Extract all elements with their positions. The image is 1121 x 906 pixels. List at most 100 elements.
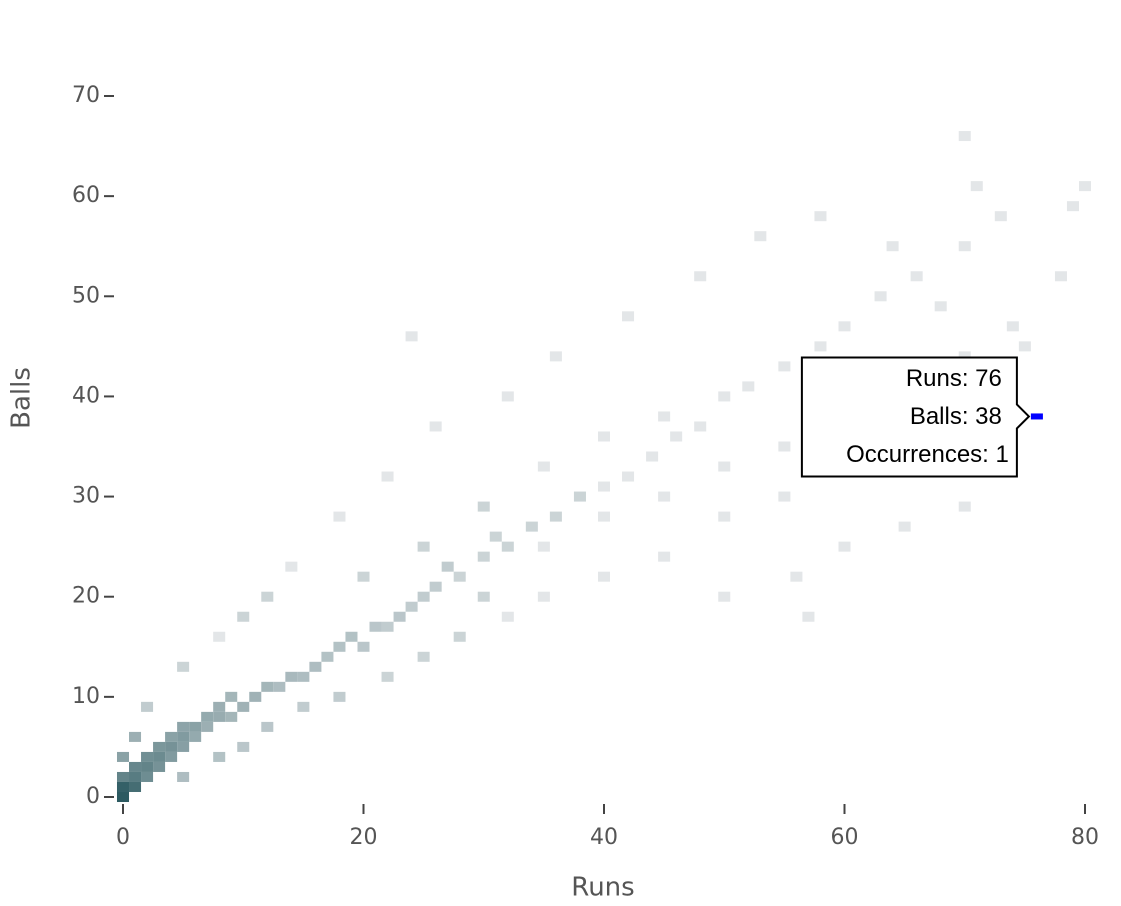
cell: [646, 451, 659, 462]
cell: [417, 591, 430, 602]
cell: [381, 471, 394, 482]
cell: [694, 421, 707, 432]
cell: [177, 741, 190, 752]
cell: [225, 691, 238, 702]
cell: [285, 561, 298, 572]
cell: [285, 671, 298, 682]
y-tick-label: 70: [72, 83, 100, 108]
cell: [814, 341, 827, 352]
cell: [309, 661, 322, 672]
cell: [910, 271, 923, 282]
cell: [165, 731, 178, 742]
cell: [778, 491, 791, 502]
tooltip-line: Occurrences: 1: [846, 441, 1009, 468]
cell: [742, 381, 755, 392]
cell: [958, 241, 971, 252]
cell: [189, 721, 202, 732]
cell: [165, 741, 178, 752]
cell: [249, 691, 262, 702]
cell: [658, 411, 671, 422]
cell: [477, 591, 490, 602]
y-tick-label: 30: [72, 484, 100, 509]
cell: [153, 741, 166, 752]
cell: [670, 431, 683, 442]
cell: [694, 271, 707, 282]
cell: [501, 541, 514, 552]
cell: [718, 591, 731, 602]
cell: [357, 571, 370, 582]
x-tick-label: 40: [590, 825, 618, 850]
cell: [718, 511, 731, 522]
cell: [958, 501, 971, 512]
cell: [237, 611, 250, 622]
cell: [441, 561, 454, 572]
cell: [141, 701, 154, 712]
cell: [201, 721, 214, 732]
x-tick-label: 20: [350, 825, 378, 850]
cell: [477, 551, 490, 562]
y-tick-label: 40: [72, 383, 100, 408]
x-tick-label: 80: [1071, 825, 1099, 850]
cell: [477, 501, 490, 512]
cell: [525, 521, 538, 532]
cell: [417, 541, 430, 552]
cell: [381, 621, 394, 632]
cell: [116, 771, 130, 782]
axes: 0 20 40 60 80 0 10 20 30 40 50 60 70: [72, 83, 1099, 850]
cell: [333, 641, 346, 652]
cell: [597, 431, 611, 442]
cell: [802, 611, 815, 622]
cell: [597, 571, 611, 582]
cell: [718, 391, 731, 402]
cell: [1066, 201, 1079, 212]
cell: [369, 621, 382, 632]
cell: [345, 631, 358, 642]
y-axis-title: Balls: [7, 367, 37, 429]
cell: [153, 761, 166, 772]
cell: [213, 751, 226, 762]
cell: [429, 421, 442, 432]
cell: [429, 581, 442, 592]
cell: [141, 761, 154, 772]
y-tick-label: 10: [72, 684, 100, 709]
cell: [934, 301, 947, 312]
tooltip-line: Runs: 76: [906, 365, 1002, 392]
cell: [141, 751, 154, 762]
cell: [838, 541, 851, 552]
cell: [116, 781, 130, 792]
cell: [453, 631, 466, 642]
cell: [658, 491, 671, 502]
cell: [141, 771, 154, 782]
tooltip-box: [800, 356, 1031, 478]
cell: [718, 461, 731, 472]
cell: [1078, 181, 1092, 192]
cell: [177, 731, 190, 742]
cell: [225, 711, 238, 722]
tooltip: Runs: 76 Balls: 38 Occurrences: 1: [800, 356, 1043, 478]
cell: [597, 511, 611, 522]
cell: [297, 701, 310, 712]
x-tick-label: 60: [831, 825, 859, 850]
cell: [333, 511, 346, 522]
cell: [177, 771, 190, 782]
cell: [357, 641, 370, 652]
cell: [886, 241, 899, 252]
cell: [573, 491, 586, 502]
cell: [778, 441, 791, 452]
cell: [622, 471, 635, 482]
cell: [994, 211, 1007, 222]
cell: [658, 551, 671, 562]
y-tick-label: 0: [86, 784, 100, 809]
cell: [213, 701, 226, 712]
cell: [153, 751, 166, 762]
cell: [597, 481, 611, 492]
cell: [778, 361, 791, 372]
cell: [549, 511, 562, 522]
cell: [177, 721, 190, 732]
cell: [417, 651, 430, 662]
tooltip-line: Balls: 38: [910, 403, 1002, 430]
cell: [189, 731, 202, 742]
cell: [116, 791, 130, 803]
cell: [213, 711, 226, 722]
